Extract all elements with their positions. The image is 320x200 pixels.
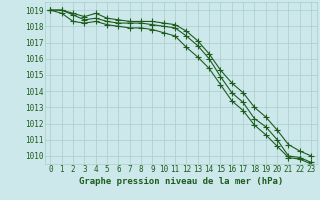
X-axis label: Graphe pression niveau de la mer (hPa): Graphe pression niveau de la mer (hPa) [79, 177, 283, 186]
